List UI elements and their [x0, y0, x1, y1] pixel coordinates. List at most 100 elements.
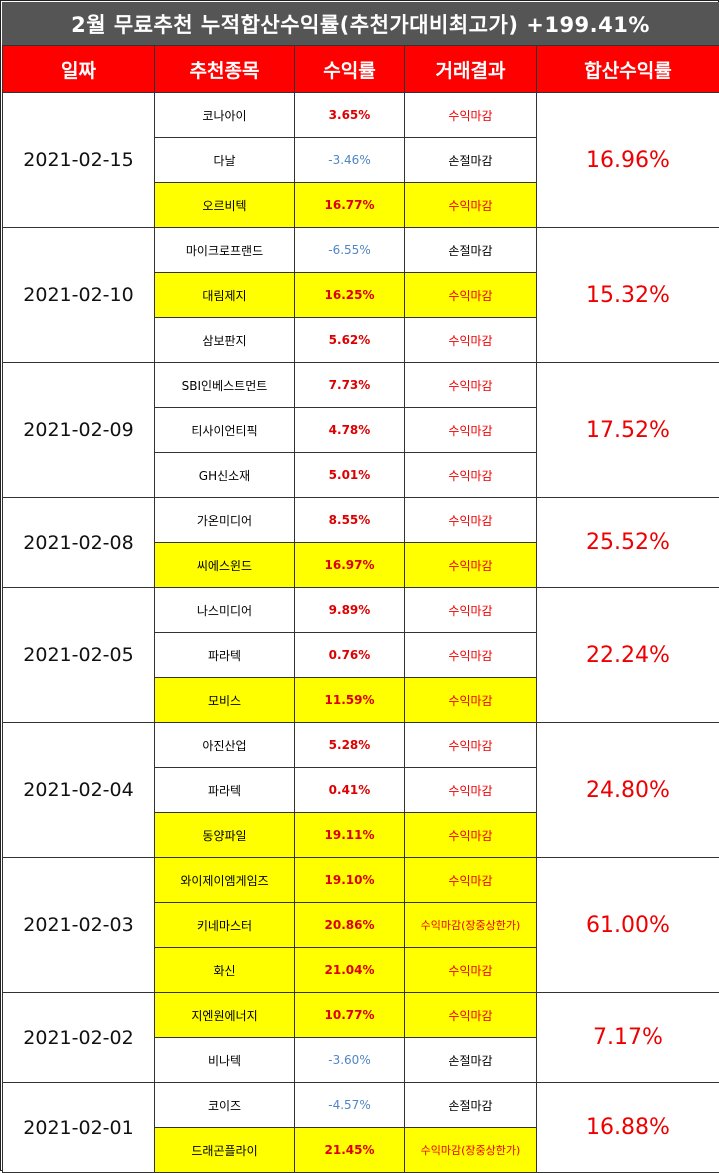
stock-name-cell: 다날	[155, 138, 295, 183]
header-result: 거래결과	[405, 46, 537, 93]
stock-name-cell: 삼보판지	[155, 318, 295, 363]
result-cell: 수익마감	[405, 543, 537, 588]
result-cell: 수익마감	[405, 633, 537, 678]
rate-cell: -4.57%	[295, 1083, 405, 1128]
stock-name-cell: SBI인베스트먼트	[155, 363, 295, 408]
rate-cell: 21.04%	[295, 948, 405, 993]
result-cell: 수익마감(장중상한가)	[405, 903, 537, 948]
header-total: 합산수익률	[537, 46, 719, 93]
result-cell: 수익마감	[405, 273, 537, 318]
result-cell: 수익마감	[405, 768, 537, 813]
total-return-cell: 22.24%	[537, 588, 719, 723]
result-cell: 손절마감	[405, 138, 537, 183]
rate-cell: 11.59%	[295, 678, 405, 723]
result-cell: 수익마감	[405, 408, 537, 453]
total-return-cell: 15.32%	[537, 228, 719, 363]
stock-name-cell: 드래곤플라이	[155, 1128, 295, 1173]
stock-name-cell: 오르비텍	[155, 183, 295, 228]
rate-cell: 8.55%	[295, 498, 405, 543]
stock-name-cell: 가온미디어	[155, 498, 295, 543]
rate-cell: 16.25%	[295, 273, 405, 318]
stock-name-cell: 키네마스터	[155, 903, 295, 948]
result-cell: 수익마감	[405, 453, 537, 498]
rate-cell: 0.41%	[295, 768, 405, 813]
header-stock: 추천종목	[155, 46, 295, 93]
result-cell: 수익마감	[405, 498, 537, 543]
total-return-cell: 16.88%	[537, 1083, 719, 1173]
result-cell: 수익마감(장중상한가)	[405, 1128, 537, 1173]
date-cell: 2021-02-08	[3, 498, 155, 588]
table-header-row: 일짜 추천종목 수익률 거래결과 합산수익률	[3, 46, 719, 93]
stock-name-cell: 동양파일	[155, 813, 295, 858]
result-cell: 손절마감	[405, 1038, 537, 1083]
stock-name-cell: 와이제이엠게임즈	[155, 858, 295, 903]
rate-cell: -3.60%	[295, 1038, 405, 1083]
rate-cell: 19.11%	[295, 813, 405, 858]
stock-name-cell: 화신	[155, 948, 295, 993]
total-return-cell: 61.00%	[537, 858, 719, 993]
rate-cell: 5.01%	[295, 453, 405, 498]
result-cell: 수익마감	[405, 93, 537, 138]
header-date: 일짜	[3, 46, 155, 93]
total-return-cell: 24.80%	[537, 723, 719, 858]
result-cell: 수익마감	[405, 183, 537, 228]
result-cell: 수익마감	[405, 858, 537, 903]
rate-cell: 4.78%	[295, 408, 405, 453]
total-return-cell: 25.52%	[537, 498, 719, 588]
rate-cell: 0.76%	[295, 633, 405, 678]
rate-cell: 7.73%	[295, 363, 405, 408]
date-cell: 2021-02-04	[3, 723, 155, 858]
rate-cell: 20.86%	[295, 903, 405, 948]
stock-name-cell: 코이즈	[155, 1083, 295, 1128]
stock-name-cell: 지엔원에너지	[155, 993, 295, 1038]
date-cell: 2021-02-15	[3, 93, 155, 228]
stock-name-cell: 코나아이	[155, 93, 295, 138]
result-cell: 손절마감	[405, 228, 537, 273]
rate-cell: -6.55%	[295, 228, 405, 273]
date-cell: 2021-02-09	[3, 363, 155, 498]
stock-name-cell: 파라텍	[155, 633, 295, 678]
stock-name-cell: 나스미디어	[155, 588, 295, 633]
date-cell: 2021-02-10	[3, 228, 155, 363]
total-return-cell: 7.17%	[537, 993, 719, 1083]
rate-cell: 16.77%	[295, 183, 405, 228]
result-cell: 손절마감	[405, 1083, 537, 1128]
page-title: 2월 무료추천 누적합산수익률(추천가대비최고가) +199.41%	[2, 2, 719, 45]
stock-name-cell: 씨에스윈드	[155, 543, 295, 588]
rate-cell: 9.89%	[295, 588, 405, 633]
rate-cell: 5.62%	[295, 318, 405, 363]
result-cell: 수익마감	[405, 678, 537, 723]
rate-cell: 21.45%	[295, 1128, 405, 1173]
rate-cell: 5.28%	[295, 723, 405, 768]
stock-name-cell: 마이크로프랜드	[155, 228, 295, 273]
stock-name-cell: 대림제지	[155, 273, 295, 318]
result-cell: 수익마감	[405, 588, 537, 633]
rate-cell: -3.46%	[295, 138, 405, 183]
total-return-cell: 16.96%	[537, 93, 719, 228]
date-cell: 2021-02-01	[3, 1083, 155, 1173]
rate-cell: 19.10%	[295, 858, 405, 903]
stock-name-cell: GH신소재	[155, 453, 295, 498]
result-cell: 수익마감	[405, 363, 537, 408]
stock-name-cell: 아진산업	[155, 723, 295, 768]
result-cell: 수익마감	[405, 723, 537, 768]
result-cell: 수익마감	[405, 948, 537, 993]
result-cell: 수익마감	[405, 993, 537, 1038]
stock-name-cell: 파라텍	[155, 768, 295, 813]
date-cell: 2021-02-03	[3, 858, 155, 993]
rate-cell: 16.97%	[295, 543, 405, 588]
stock-name-cell: 티사이언티픽	[155, 408, 295, 453]
date-cell: 2021-02-05	[3, 588, 155, 723]
rate-cell: 10.77%	[295, 993, 405, 1038]
